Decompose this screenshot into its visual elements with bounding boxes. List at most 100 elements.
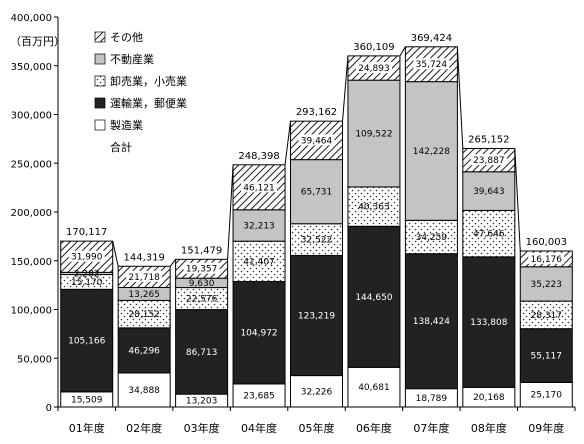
segment-label: 142,228 [413, 147, 450, 157]
y-tick-label: 250,000 [11, 159, 52, 170]
bar-segment [347, 186, 401, 227]
total-connector-line [456, 46, 464, 149]
segment-label: 123,219 [298, 312, 335, 322]
y-tick-label: 150,000 [11, 257, 52, 268]
segment-label: 15,509 [71, 395, 103, 405]
segment-label: 35,724 [416, 60, 448, 70]
bar-segment [117, 327, 171, 374]
legend-label-transport-postal: 運輸業，郵便業 [110, 96, 187, 110]
bar-segment [347, 366, 401, 408]
x-tick-label: 09年度 [528, 421, 564, 435]
bar-segment [60, 288, 114, 393]
legend-label-real-estate: 不動産業 [110, 52, 154, 66]
segment-label: 41,407 [243, 257, 275, 267]
x-tick-label: 04年度 [241, 421, 277, 435]
segment-label: 32,213 [243, 221, 275, 231]
total-connector-line [112, 241, 119, 267]
segment-label: 39,464 [301, 136, 333, 146]
y-tick-label: 300,000 [11, 111, 52, 122]
legend-swatch-real-estate [94, 53, 106, 65]
bar-segment [290, 159, 343, 225]
segment-label: 34,888 [128, 386, 160, 396]
y-tick-label: 400,000 [11, 13, 52, 24]
total-connector-line [227, 164, 234, 260]
segment-label: 47,646 [473, 230, 505, 240]
segment-label: 9,630 [189, 279, 215, 289]
bar-segment [519, 300, 573, 330]
total-label: 360,109 [353, 42, 394, 53]
total-connector-line [169, 259, 177, 267]
segment-label: 28,317 [531, 311, 563, 321]
segment-label: 105,166 [68, 337, 105, 347]
x-tick-label: 03年度 [184, 421, 220, 435]
segment-label: 40,363 [358, 203, 390, 213]
segment-label: 46,296 [128, 346, 160, 356]
total-connector-line [514, 148, 521, 252]
total-label: 170,117 [66, 227, 107, 238]
legend-label-manufacturing: 製造業 [110, 118, 143, 132]
segment-label: 65,731 [301, 188, 333, 198]
segment-label: 86,713 [186, 348, 218, 358]
segment-label: 46,121 [243, 183, 275, 193]
segment-label: 32,226 [301, 387, 333, 397]
segment-label-bg [68, 250, 105, 262]
y-tick-label: 0 [46, 403, 52, 414]
segment-label: 20,168 [473, 393, 505, 403]
bar-segment [347, 225, 401, 368]
segment-label: 31,990 [71, 253, 103, 263]
x-tick-label: 01年度 [69, 421, 105, 435]
bar-segment [519, 328, 573, 383]
segment-label: 34,259 [416, 233, 448, 243]
legend: その他 不動産業 卸売業，小売業 運輸業，郵便業 製造業 合計 [94, 31, 187, 154]
segment-label: 24,893 [358, 64, 390, 74]
segment-label-bg [470, 154, 507, 166]
y-tick-label: 350,000 [11, 62, 52, 73]
segment-label: 40,681 [358, 383, 390, 393]
legend-label-other: その他 [110, 31, 143, 44]
bars [60, 46, 573, 408]
y-axis: 0 50,000 100,000 150,000 200,000 250,000 300,0… [11, 13, 59, 414]
segment-label: 109,522 [355, 130, 392, 140]
bar-segment [462, 256, 516, 388]
x-tick-label: 07年度 [413, 421, 449, 435]
x-axis: 01年度 02年度 03年度 04年度 05年度 06年度 07年度 08年度 09年度 [57, 406, 576, 435]
total-label: 293,162 [296, 107, 337, 118]
legend-swatch-transport-postal [94, 97, 106, 109]
segment-label: 138,424 [413, 317, 450, 327]
total-label: 369,424 [411, 33, 452, 44]
segment-label: 21,718 [128, 273, 160, 283]
segment-label: 2,282 [74, 269, 100, 279]
segment-label-bg [355, 62, 392, 74]
segment-label: 23,685 [243, 391, 275, 401]
segment-label: 25,170 [531, 391, 563, 401]
segment-label-bg [298, 134, 335, 146]
bar-segment [404, 219, 458, 255]
segment-label: 15,170 [71, 278, 103, 288]
segment-label-bg [413, 58, 450, 70]
segment-label: 28,152 [128, 310, 160, 320]
total-label: 151,479 [181, 245, 222, 256]
segment-label: 104,972 [240, 329, 277, 339]
total-connector-line [284, 121, 291, 165]
bar-segment [462, 209, 516, 258]
connector-lines [112, 46, 521, 267]
segment-label-bg [528, 252, 565, 264]
y-tick-label: 50,000 [17, 354, 52, 365]
x-tick-label: 02年度 [126, 421, 162, 435]
legend-swatch-manufacturing [94, 119, 106, 131]
unit-label: （百万円） [10, 35, 65, 48]
bar-segment [290, 254, 343, 377]
segment-label: 23,887 [473, 156, 505, 166]
segment-label: 19,357 [186, 265, 218, 275]
bar-segment [519, 381, 573, 408]
total-labels: 170,117 144,319 151,479 248,398 293,162 360,1… [66, 33, 567, 263]
total-label: 160,003 [526, 237, 567, 248]
segment-label: 13,203 [186, 397, 218, 407]
x-tick-label: 06年度 [356, 421, 392, 435]
segment-label: 133,808 [470, 318, 507, 328]
bar-segment [404, 81, 458, 221]
total-label: 144,319 [123, 252, 164, 263]
x-tick-label: 05年度 [299, 421, 335, 435]
total-label: 265,152 [468, 134, 509, 145]
